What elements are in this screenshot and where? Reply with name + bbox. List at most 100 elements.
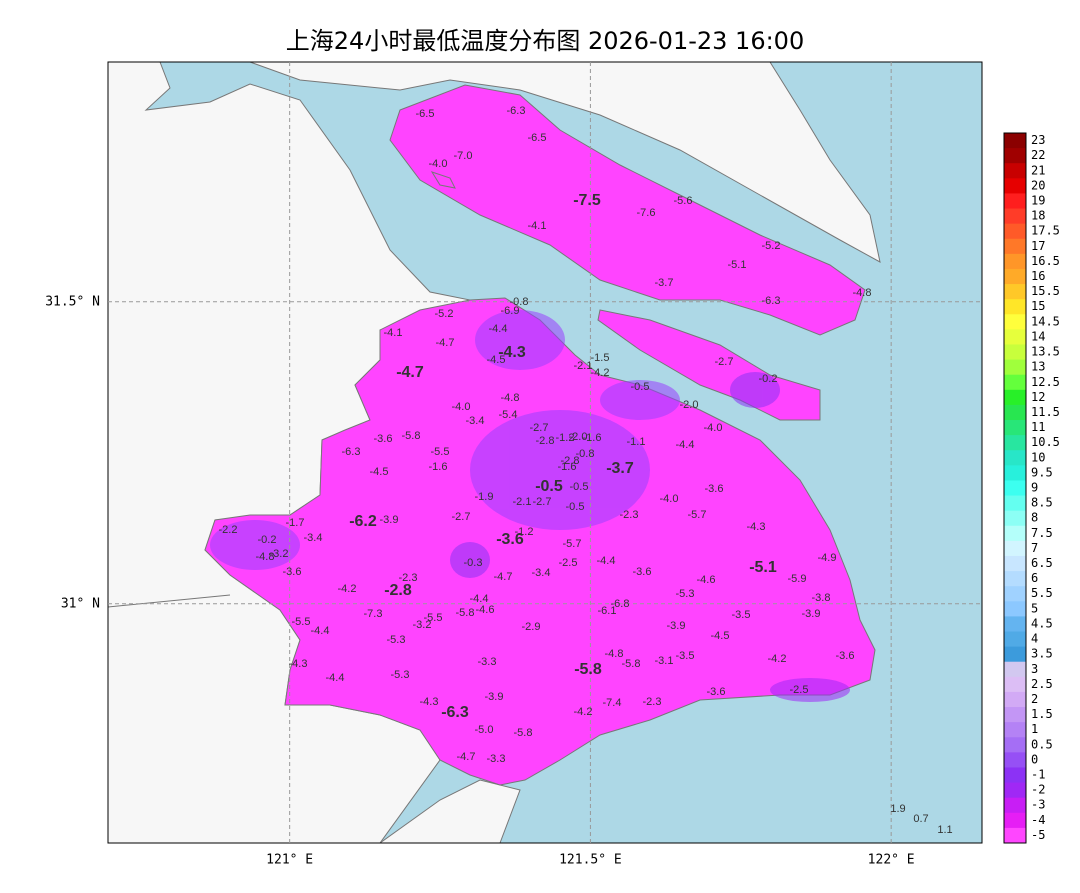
station-value: -4.4 [470,593,489,605]
station-value: -4.0 [429,158,448,170]
station-value: -3.5 [676,650,695,662]
colorbar-cell [1004,571,1026,587]
station-value: -5.3 [387,634,406,646]
station-value: -4.0 [660,493,679,505]
colorbar-label: 17.5 [1031,224,1060,238]
station-value: -6.8 [611,598,630,610]
station-value: -3.9 [485,691,504,703]
colorbar-cell [1004,314,1026,330]
cold-shading [210,310,850,702]
station-value: -2.7 [715,356,734,368]
colorbar-cell [1004,389,1026,406]
station-value: -5.2 [435,308,454,320]
station-value: -6.3 [342,446,361,458]
colorbar-cell [1004,707,1026,723]
station-value: -4.2 [574,706,593,718]
station-value: -3.8 [812,592,831,604]
x-tick-label: 122° E [868,853,915,868]
station-value: -1.6 [583,432,602,444]
station-value: -1.5 [591,352,610,364]
colorbar-cell [1004,465,1026,481]
colorbar-cell [1004,601,1026,617]
station-value: -5.0 [475,724,494,736]
colorbar-label: 12.5 [1031,375,1060,389]
colorbar-cell [1004,435,1026,451]
station-value: -4.3 [747,521,766,533]
colorbar-label: -4 [1031,813,1045,827]
y-tick-label: 31.5° N [45,294,100,309]
colorbar-label: -2 [1031,783,1045,797]
station-value: -4.5 [711,630,730,642]
station-value: -7.6 [637,207,656,219]
colorbar-cell [1004,450,1026,466]
colorbar-label: 6 [1031,571,1038,585]
colorbar-label: 8 [1031,511,1038,525]
colorbar-label: 17 [1031,239,1045,253]
colorbar-label: 13.5 [1031,345,1060,359]
colorbar-label: 2 [1031,692,1038,706]
station-value: -4.7 [436,337,455,349]
colorbar-cell [1004,540,1026,557]
colorbar-cell [1004,299,1026,315]
station-value: -4.9 [818,552,837,564]
map-title: 上海24小时最低温度分布图 2026-01-23 16:00 [286,27,804,55]
colorbar-label: 11.5 [1031,405,1060,419]
station-value: -7.5 [573,192,601,209]
station-value: -2.3 [643,696,662,708]
station-value: -4.1 [384,327,403,339]
colorbar-label: 2.5 [1031,677,1053,691]
station-value: -5.9 [788,573,807,585]
x-tick-label: 121.5° E [559,853,622,868]
station-value: -5.8 [402,430,421,442]
station-value: -3.3 [478,656,497,668]
station-value: -4.7 [457,751,476,763]
colorbar-cell [1004,253,1026,270]
station-value: -5.1 [728,259,747,271]
colorbar-cell [1004,646,1026,663]
colorbar-cell [1004,691,1026,708]
station-value: -3.4 [532,567,551,579]
station-value: 1.1 [937,824,952,836]
colorbar-label: -1 [1031,768,1045,782]
station-value: -6.9 [501,305,520,317]
colorbar-cell [1004,404,1026,421]
station-value: -3.6 [374,433,393,445]
station-value: -4.0 [704,422,723,434]
colorbar-label: 7 [1031,541,1038,555]
station-value: -3.6 [836,650,855,662]
colorbar-label: 14 [1031,329,1045,343]
station-value: -2.5 [559,557,578,569]
station-value: -5.5 [292,616,311,628]
colorbar-label: 16.5 [1031,254,1060,268]
colorbar-cell [1004,661,1026,678]
land [249,62,881,263]
station-value: -5.7 [563,538,582,550]
colorbar-cell [1004,782,1026,799]
station-value: -0.2 [258,534,277,546]
station-value: -4.2 [338,583,357,595]
station-value: -0.2 [759,373,778,385]
station-value: -2.0 [569,431,588,443]
colorbar-frame [1003,132,1027,844]
station-value: -0.5 [566,501,585,513]
station-value: -5.1 [749,559,777,576]
station-value: -2.7 [452,511,471,523]
station-value: -2.7 [530,422,549,434]
station-value: -4.7 [396,364,424,381]
station-value: -2.7 [533,496,552,508]
island [430,171,456,189]
station-value: -5.5 [424,612,443,624]
station-value: -4.4 [597,555,616,567]
station-value: -6.3 [762,295,781,307]
station-value: -2.2 [219,524,238,536]
station-value: -0.5 [631,381,650,393]
station-value: -3.3 [487,753,506,765]
colorbar-label: 1 [1031,722,1038,736]
colorbar-label: 14.5 [1031,314,1060,328]
colorbar-cell [1004,827,1026,844]
colorbar-label: 20 [1031,178,1045,192]
colorbar-cell [1004,676,1026,693]
colorbar-label: 8.5 [1031,496,1053,510]
station-value: -2.5 [790,684,809,696]
station-value: -4.4 [489,323,508,335]
